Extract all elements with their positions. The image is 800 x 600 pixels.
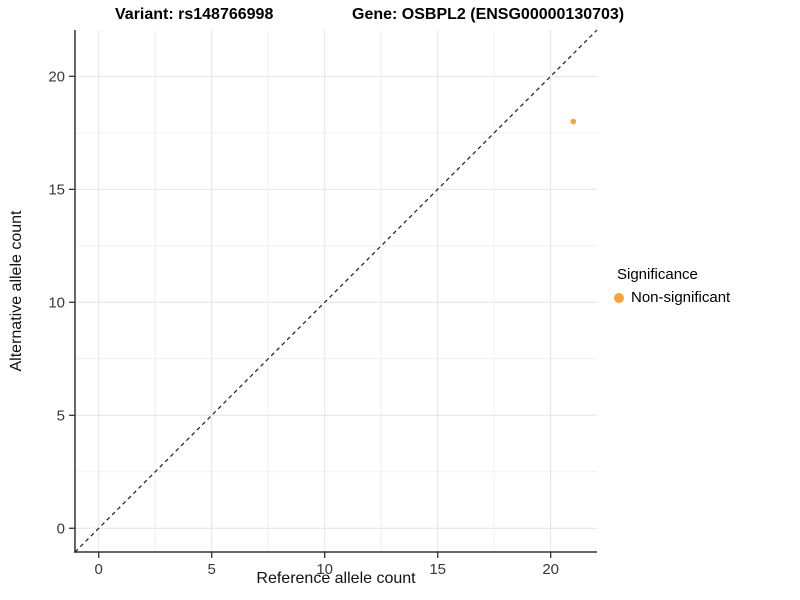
y-tick-label: 5 [57,407,65,424]
x-tick-label: 20 [542,561,559,578]
y-tick-label: 10 [48,294,65,311]
x-tick-label: 15 [429,561,446,578]
legend: Significance Non-significant [614,266,730,306]
x-tick-label: 10 [316,561,333,578]
legend-item: Non-significant [614,289,730,306]
legend-title: Significance [617,266,698,283]
legend-point-icon [614,292,624,303]
identity-line [74,29,598,553]
legend-item-label: Non-significant [631,289,731,306]
y-axis-label: Alternative allele count [8,210,25,372]
x-axis-label: Reference allele count [256,570,416,587]
variant-title: Variant: rs148766998 [115,6,274,23]
y-tick-label: 15 [48,181,65,198]
y-tick-label: 0 [57,520,65,537]
x-tick-label: 5 [208,561,216,578]
x-tick-label: 0 [95,561,103,578]
data-point [570,118,577,125]
gene-title: Gene: OSBPL2 (ENSG00000130703) [352,6,625,23]
y-tick-label: 20 [48,68,65,85]
